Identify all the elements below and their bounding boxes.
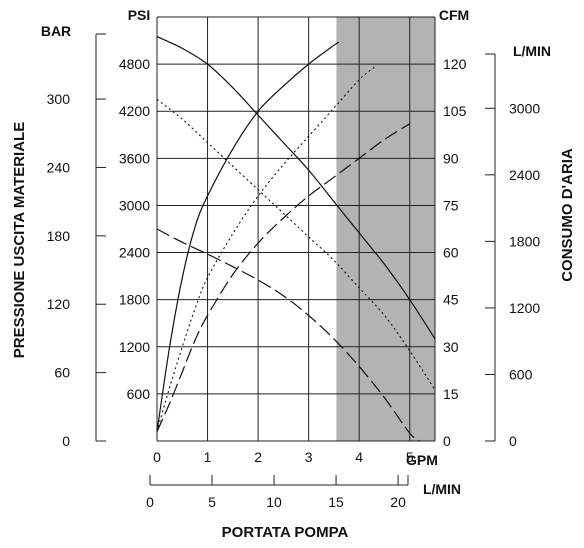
- psi-tick-label: 600: [127, 386, 151, 402]
- gpm-tick-label: 3: [305, 449, 313, 465]
- cfm-tick-label: 30: [443, 339, 459, 355]
- lmin-flow-tick-label: 5: [208, 494, 216, 510]
- cfm-tick-label: 90: [443, 150, 459, 166]
- psi-tick-label: 1200: [119, 339, 150, 355]
- air-curve-dotted: [156, 66, 375, 432]
- bar-tick-label: 60: [54, 365, 70, 381]
- lmin-flow-axis-unit: L/MIN: [423, 481, 461, 497]
- bar-tick-label: 0: [62, 433, 70, 449]
- x-axis-title: PORTATA POMPA: [222, 524, 349, 541]
- cfm-axis-unit: CFM: [439, 7, 469, 23]
- lmin-air-tick-label: 2400: [509, 167, 540, 183]
- gpm-tick-label: 4: [355, 449, 363, 465]
- left-axis-title: PRESSIONE USCITA MATERIALE: [11, 122, 28, 358]
- gpm-tick-label: 2: [254, 449, 262, 465]
- air-curve-dashed: [156, 123, 411, 432]
- cfm-tick-label: 60: [443, 245, 459, 261]
- bar-tick-label: 300: [47, 91, 71, 107]
- pressure-curve-dashed: [156, 228, 421, 442]
- bar-axis-unit: BAR: [41, 23, 71, 39]
- psi-tick-label: 1800: [119, 292, 150, 308]
- lmin-flow-tick-label: 10: [266, 494, 282, 510]
- cfm-tick-label: 120: [443, 56, 467, 72]
- gpm-tick-label: 0: [153, 449, 161, 465]
- psi-tick-label: 3600: [119, 150, 150, 166]
- psi-tick-label: 2400: [119, 245, 150, 261]
- lmin-flow-tick-label: 0: [146, 494, 154, 510]
- lmin-air-tick-label: 1800: [509, 233, 540, 249]
- air-curve-solid: [156, 41, 340, 432]
- lmin-air-tick-label: 600: [509, 366, 533, 382]
- cfm-tick-label: 75: [443, 197, 459, 213]
- psi-tick-label: 4800: [119, 56, 150, 72]
- cfm-tick-label: 0: [443, 433, 451, 449]
- lmin-flow-tick-label: 20: [390, 494, 406, 510]
- lmin-air-tick-label: 1200: [509, 300, 540, 316]
- lmin-air-axis-unit: L/MIN: [513, 43, 551, 59]
- lmin-flow-tick-label: 15: [328, 494, 344, 510]
- gpm-tick-label: 5: [406, 449, 414, 465]
- right-axis-title: CONSUMO D'ARIA: [559, 148, 576, 282]
- cfm-tick-label: 15: [443, 386, 459, 402]
- psi-tick-label: 3000: [119, 197, 150, 213]
- lmin-air-tick-label: 0: [509, 433, 517, 449]
- bar-tick-label: 120: [47, 296, 71, 312]
- cfm-tick-label: 45: [443, 292, 459, 308]
- series-group: [156, 36, 436, 442]
- gpm-axis-unit: GPM: [406, 452, 438, 468]
- lmin-air-tick-label: 3000: [509, 100, 540, 116]
- cfm-tick-label: 105: [443, 103, 467, 119]
- tick-labels: 0 1 2 3 4 56001200180024003000360042004800015…: [47, 56, 541, 510]
- bar-tick-label: 240: [47, 159, 71, 175]
- pressure-curve-solid: [156, 36, 436, 340]
- axes: [95, 33, 496, 486]
- shaded-region: [336, 17, 435, 441]
- gpm-tick-label: 1: [204, 449, 212, 465]
- bar-tick-label: 180: [47, 228, 71, 244]
- psi-axis-unit: PSI: [128, 7, 151, 23]
- psi-tick-label: 4200: [119, 103, 150, 119]
